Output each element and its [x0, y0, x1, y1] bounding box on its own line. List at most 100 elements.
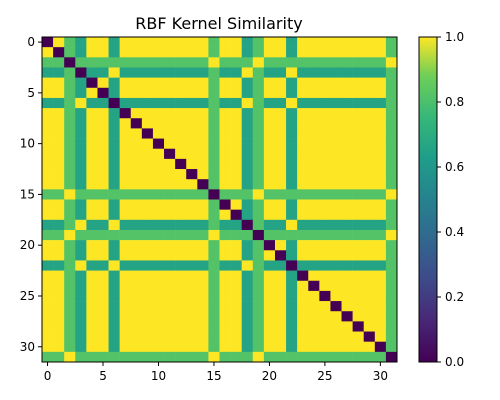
heatmap-cell: [42, 229, 54, 241]
heatmap-cell: [186, 118, 198, 129]
heatmap-cell: [352, 341, 365, 353]
heatmap-cell: [219, 179, 231, 190]
heatmap-cell: [263, 311, 276, 322]
heatmap-cell: [252, 128, 265, 139]
heatmap-cell: [164, 128, 176, 139]
y-tick-label: 20: [20, 238, 35, 252]
heatmap-cell: [186, 108, 198, 119]
heatmap-cell: [64, 87, 76, 99]
heatmap-cell: [341, 87, 353, 99]
heatmap-cell: [164, 108, 176, 119]
heatmap-cell: [297, 321, 309, 332]
heatmap-cell: [363, 229, 376, 241]
heatmap-cell: [385, 229, 398, 241]
heatmap-cell: [241, 219, 254, 231]
heatmap-cell: [330, 209, 342, 221]
heatmap-cell: [108, 250, 120, 261]
heatmap-cell: [53, 351, 65, 363]
heatmap-cell: [219, 158, 231, 170]
heatmap-cell: [86, 57, 98, 68]
heatmap-cell: [208, 229, 220, 241]
heatmap-cell: [341, 290, 353, 302]
heatmap-cell: [308, 199, 320, 210]
heatmap-cell: [108, 108, 120, 119]
heatmap-cell: [297, 67, 309, 78]
heatmap-cell: [330, 270, 342, 282]
heatmap-cell: [97, 250, 109, 261]
heatmap-cell: [53, 219, 65, 231]
heatmap-cell: [252, 290, 265, 302]
heatmap-cell: [363, 158, 376, 170]
heatmap-cell: [274, 77, 287, 89]
heatmap-cell: [274, 179, 287, 190]
heatmap-cell: [53, 199, 65, 210]
x-tick-label: 20: [262, 369, 277, 383]
heatmap-cell: [97, 87, 109, 99]
heatmap-cell: [175, 321, 187, 332]
heatmap-cell: [341, 321, 353, 332]
heatmap-cell: [308, 270, 320, 282]
heatmap-cell: [42, 108, 54, 119]
heatmap-cell: [230, 37, 242, 48]
heatmap-cell: [341, 331, 353, 342]
heatmap-cell: [241, 260, 254, 271]
heatmap-cell: [263, 331, 276, 342]
heatmap-cell: [141, 341, 154, 353]
heatmap-cell: [64, 341, 76, 353]
heatmap-cell: [152, 280, 165, 292]
heatmap-cell: [297, 138, 309, 150]
heatmap-cell: [108, 240, 120, 251]
heatmap-cell: [42, 67, 54, 78]
heatmap-cell: [175, 209, 187, 221]
heatmap-cell: [319, 209, 331, 221]
heatmap-cell: [42, 270, 54, 282]
heatmap-cell: [42, 128, 54, 139]
heatmap-cell: [42, 199, 54, 210]
heatmap-cell: [341, 138, 353, 150]
heatmap-cell: [141, 219, 154, 231]
heatmap-cell: [263, 37, 276, 48]
heatmap-cell: [319, 341, 331, 353]
heatmap-cell: [241, 97, 254, 109]
heatmap-cell: [119, 118, 132, 129]
heatmap-cell: [319, 97, 331, 109]
heatmap-cell: [308, 179, 320, 190]
heatmap-cell: [241, 270, 254, 282]
heatmap-cell: [385, 260, 398, 271]
heatmap-cell: [208, 189, 220, 200]
heatmap-cell: [274, 270, 287, 282]
heatmap-cell: [152, 148, 165, 160]
heatmap-cell: [252, 321, 265, 332]
heatmap-cell: [119, 77, 132, 89]
heatmap-cell: [42, 301, 54, 312]
heatmap-cell: [274, 47, 287, 58]
heatmap-cell: [75, 331, 87, 342]
heatmap-cell: [330, 67, 342, 78]
heatmap-cell: [363, 321, 376, 332]
heatmap-cell: [53, 189, 65, 200]
heatmap-cell: [241, 280, 254, 292]
heatmap-cell: [241, 199, 254, 210]
heatmap-cell: [119, 138, 132, 150]
heatmap-cell: [141, 270, 154, 282]
heatmap-cell: [208, 169, 220, 180]
heatmap-cell: [64, 280, 76, 292]
heatmap-cell: [152, 260, 165, 271]
heatmap-cell: [53, 270, 65, 282]
heatmap-cell: [230, 57, 242, 68]
heatmap-cell: [297, 87, 309, 99]
heatmap-cell: [274, 67, 287, 78]
heatmap-cell: [385, 301, 398, 312]
heatmap-cell: [241, 209, 254, 221]
heatmap-cell: [42, 148, 54, 160]
heatmap-cell: [286, 47, 298, 58]
heatmap-cell: [152, 199, 165, 210]
heatmap-cell: [108, 311, 120, 322]
heatmap-cell: [175, 331, 187, 342]
heatmap-cell: [175, 138, 187, 150]
heatmap-cell: [152, 77, 165, 89]
heatmap-cell: [141, 148, 154, 160]
heatmap-cell: [252, 189, 265, 200]
heatmap-cell: [208, 47, 220, 58]
